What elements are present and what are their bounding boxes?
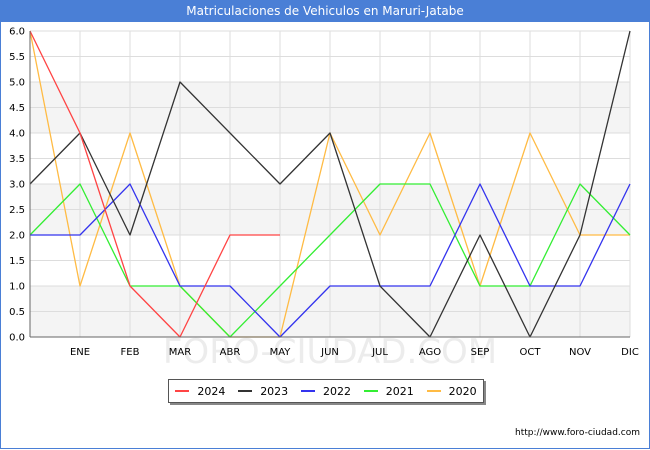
series-lines [29,30,631,338]
y-tick-labels: 0.0 0.5 1.0 1.5 2.0 2.5 3.0 3.5 4.0 4.5 5.0 5.5 6.0 [9,27,25,344]
y-tick-label: 1.5 [9,256,25,267]
legend-label: 2023 [260,384,289,398]
legend-swatch [300,390,315,392]
x-tick-label: ENE [70,347,90,358]
series-line-2022 [30,183,631,338]
legend-label: 2020 [448,384,477,398]
y-tick-label: 2.0 [9,231,25,242]
legend-item-2021: 2021 [363,384,414,398]
x-tick-label: MAR [169,347,191,358]
x-tick-label: ABR [220,347,241,358]
x-tick-label: SEP [471,347,490,358]
y-tick-label: 6.0 [9,27,25,38]
x-tick-label: FEB [121,347,140,358]
legend-label: 2022 [322,384,351,398]
y-tick-label: 1.0 [9,282,25,293]
x-tick-label: OCT [520,347,542,358]
x-tick-label: DIC [621,347,639,358]
legend-swatch [363,390,378,392]
legend-item-2020: 2020 [426,384,477,398]
y-tick-label: 3.0 [9,180,25,191]
legend: 2024 2023 2022 2021 2020 [168,379,484,403]
axes [29,31,630,338]
y-tick-label: 3.5 [9,154,25,165]
y-tick-label: 2.5 [9,205,25,216]
watermark: FORO-CIUDAD.COM [163,332,497,372]
y-tick-label: 4.5 [9,103,25,114]
x-tick-label: JUN [320,347,339,358]
y-tick-label: 5.5 [9,52,25,63]
source-link[interactable]: http://www.foro-ciudad.com [515,428,640,438]
x-tick-labels: ENE FEB MAR ABR MAY JUN JUL AGO SEP OCT NOV DIC [70,347,639,358]
series-line-2024 [29,30,280,338]
y-tick-label: 5.0 [9,78,25,89]
legend-item-2023: 2023 [238,385,288,398]
legend-item-2022: 2022 [300,384,351,398]
y-tick-label: 0.5 [9,307,25,318]
x-tick-label: NOV [569,347,591,358]
chart-title: Matriculaciones de Vehiculos en Maruri-J… [0,0,650,22]
legend-item-2024: 2024 [175,385,225,398]
y-tick-label: 0.0 [9,333,25,344]
x-tick-label: AGO [419,347,441,358]
legend-swatch [175,390,190,392]
legend-label: 2024 [197,384,226,398]
y-tick-label: 4.0 [9,129,25,140]
x-tick-label: JUL [371,347,388,358]
x-tick-label: MAY [270,347,292,358]
legend-label: 2021 [385,384,414,398]
legend-swatch [238,390,253,392]
legend-swatch [426,390,441,392]
